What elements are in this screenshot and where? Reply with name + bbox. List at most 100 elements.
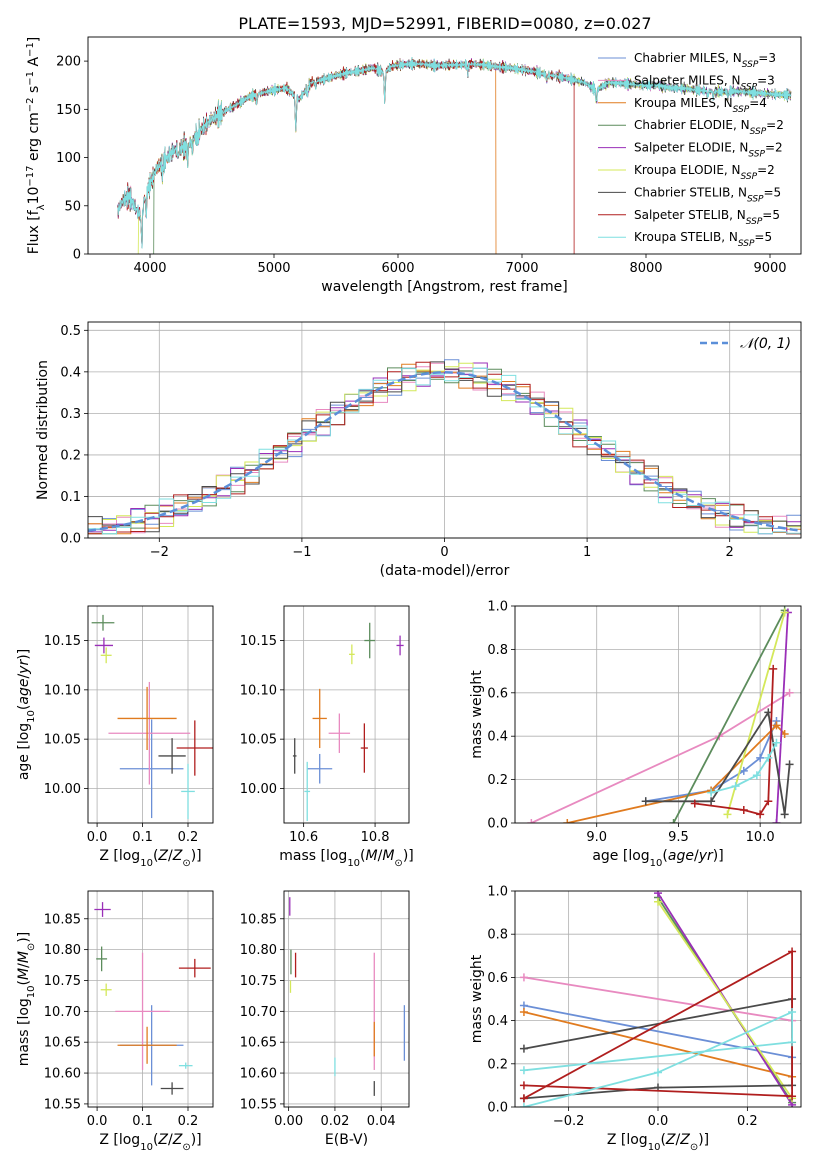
y-tick-label: 10.70 <box>240 1005 277 1020</box>
weight-marker <box>772 738 781 747</box>
weight-marker <box>654 897 662 906</box>
weight-marker <box>739 766 748 775</box>
y-tick-label: 10.15 <box>240 634 277 649</box>
weight-line-salpeter-elodie <box>775 612 789 823</box>
x-axis-label: Z [log10(Z/Z⊙)] <box>99 848 201 869</box>
y-tick-label: 0.3 <box>60 407 81 422</box>
weight-line-kroupa-elodie <box>726 612 786 815</box>
errorbar-point <box>304 761 311 822</box>
y-tick-label: 10.80 <box>44 943 81 958</box>
y-tick-label: 10.15 <box>44 634 81 649</box>
weight-marker <box>769 664 778 673</box>
weight-marker <box>764 753 773 762</box>
y-tick-label: 10.80 <box>240 943 277 958</box>
x-tick-label: 0.2 <box>178 1114 199 1129</box>
axes-frame <box>283 890 410 1108</box>
x-tick-label: 0.1 <box>132 830 153 845</box>
weight-marker <box>519 1094 528 1103</box>
errorbar-point <box>312 688 327 749</box>
y-tick-label: 0.4 <box>487 730 508 745</box>
y-tick-label: 50 <box>64 199 81 214</box>
x-tick-label: 0.04 <box>367 1114 396 1129</box>
plot-area <box>527 606 794 823</box>
errorbar-point <box>328 713 351 753</box>
y-tick-label: 0.8 <box>487 643 508 658</box>
weight-marker <box>707 788 716 797</box>
weight-marker <box>785 688 794 697</box>
weight-marker <box>519 1103 528 1107</box>
weight-marker <box>780 810 789 819</box>
y-tick-label: 10.05 <box>44 733 81 748</box>
y-tick-label: 10.10 <box>44 683 81 698</box>
weight-marker <box>764 797 773 806</box>
panel-spectrum: 4000 5000 6000 7000 8000 9000 0 50 100 150 200 Chab… <box>25 36 802 295</box>
weight-marker <box>756 753 765 762</box>
y-tick-label: 10.85 <box>44 912 81 927</box>
plot-area <box>519 891 797 1107</box>
axes-frame <box>514 605 802 824</box>
weight-marker <box>669 819 678 823</box>
y-tick-label: 10.05 <box>240 733 277 748</box>
y-tick-label: 1.0 <box>487 600 508 615</box>
panel-massweight-vs-age: 9.0 9.5 10.0 0.0 0.2 0.4 0.6 0.8 1.0 age [log10(a… <box>469 600 802 869</box>
weight-line-kroupa-miles <box>523 1011 793 1078</box>
errorbar-point <box>307 753 333 784</box>
weight-marker <box>563 819 572 823</box>
x-tick-label: 7000 <box>505 261 538 276</box>
spectrum-line-kroupa-stelib <box>117 56 792 249</box>
y-tick-label: 10.55 <box>240 1097 277 1112</box>
axes-frame <box>87 605 214 824</box>
errorbar-point <box>176 720 213 776</box>
errorbar-point <box>178 1062 193 1069</box>
plot-area <box>91 614 213 820</box>
x-tick-label: 5000 <box>257 261 290 276</box>
x-tick-label: 10.8 <box>361 830 390 845</box>
y-tick-label: 0.0 <box>60 532 81 547</box>
errorbar-point <box>181 763 195 820</box>
y-tick-label: 1.0 <box>487 885 508 900</box>
y-axis-label: age [log10(age/yr)] <box>16 649 37 780</box>
weight-marker <box>752 771 761 780</box>
errorbar-point <box>108 681 191 785</box>
x-axis-label: Z [log10(Z/Z⊙)] <box>607 1132 709 1153</box>
legend-label: Chabrier MILES, NSSP=3 <box>634 51 776 70</box>
x-axis-label: Z [log10(Z/Z⊙)] <box>99 1132 201 1153</box>
x-tick-label: 0.0 <box>648 1114 669 1129</box>
weight-marker <box>772 721 781 730</box>
axes-frame <box>283 605 410 824</box>
weight-marker <box>788 1038 797 1047</box>
legend-label: Salpeter STELIB, NSSP=5 <box>634 208 780 227</box>
weight-line-salpeter-miles <box>523 976 793 1022</box>
y-axis-label: mass weight <box>469 954 485 1043</box>
weight-marker <box>519 1066 528 1075</box>
x-axis-label: wavelength [Angstrom, rest frame] <box>321 279 567 295</box>
legend-label: Salpeter ELODIE, NSSP=2 <box>634 141 783 160</box>
y-tick-label: 10.10 <box>240 683 277 698</box>
spectrum-line-kroupa-miles <box>117 57 497 254</box>
weight-marker <box>654 891 662 898</box>
axes-frame <box>87 321 802 539</box>
errorbar-point <box>349 644 355 665</box>
weight-line-kroupa-elodie <box>657 901 793 1099</box>
x-tick-label: −2 <box>150 545 169 560</box>
legend-label: Chabrier STELIB, NSSP=5 <box>634 185 781 204</box>
x-tick-label: 0.02 <box>320 1114 349 1129</box>
x-axis-label: mass [log10(M/M⊙)] <box>279 848 414 869</box>
errorbar-point <box>360 723 368 773</box>
y-tick-label: 10.75 <box>44 974 81 989</box>
y-tick-label: 0.1 <box>60 490 81 505</box>
y-tick-label: 10.65 <box>44 1036 81 1051</box>
x-tick-label: 8000 <box>629 261 662 276</box>
y-tick-label: 10.00 <box>44 782 81 797</box>
errorbar-point <box>100 647 112 664</box>
figure-title: PLATE=1593, MJD=52991, FIBERID=0080, z=0… <box>238 14 651 33</box>
x-axis-label: age [log10(age/yr)] <box>592 848 723 869</box>
x-tick-label: 0.00 <box>274 1114 303 1129</box>
weight-marker <box>780 608 789 617</box>
plot-area <box>94 902 211 1095</box>
y-tick-label: 0.5 <box>60 324 81 339</box>
weight-marker <box>690 799 699 808</box>
x-tick-label: 0.0 <box>87 830 108 845</box>
y-tick-label: 10.65 <box>240 1036 277 1051</box>
